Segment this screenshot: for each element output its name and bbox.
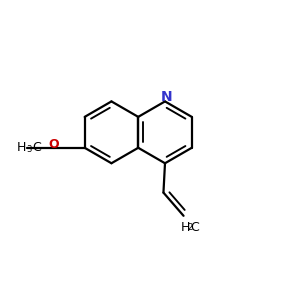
Text: 3: 3	[26, 145, 32, 154]
Text: N: N	[161, 90, 172, 104]
Text: H: H	[16, 141, 26, 154]
Text: O: O	[48, 138, 59, 151]
Text: 2: 2	[188, 223, 193, 232]
Text: C: C	[190, 221, 199, 234]
Text: H: H	[180, 221, 190, 234]
Text: C: C	[32, 141, 41, 154]
